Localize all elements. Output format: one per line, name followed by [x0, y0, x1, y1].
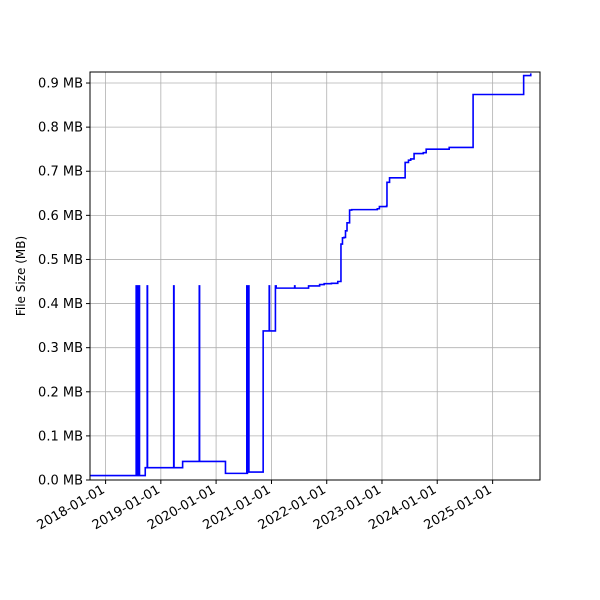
y-tick-label: 0.4 MB [38, 297, 83, 312]
y-tick-label: 0.9 MB [38, 77, 83, 92]
y-axis: 0.0 MB 0.1 MB 0.2 MB 0.3 MB 0.4 MB 0.5 MB 0.6 … [38, 77, 90, 489]
x-axis: 2018-01-012019-01-012020-01-012021-01-01… [35, 480, 495, 533]
series-line [90, 73, 532, 477]
y-tick-label: 0.7 MB [38, 165, 83, 180]
y-tick-label: 0.1 MB [38, 429, 83, 444]
y-tick-label: 0.5 MB [38, 253, 83, 268]
y-tick-label: 0.6 MB [38, 209, 83, 224]
y-tick-label: 0.3 MB [38, 341, 83, 356]
grid [90, 72, 540, 481]
plot-frame [89, 71, 541, 481]
series-layer [90, 73, 532, 477]
y-tick-label: 0.8 MB [38, 121, 83, 136]
y-tick-label: 0.2 MB [38, 385, 83, 400]
y-axis-title: File Size (MB) [14, 236, 28, 316]
y-tick-label: 0.0 MB [38, 474, 83, 489]
